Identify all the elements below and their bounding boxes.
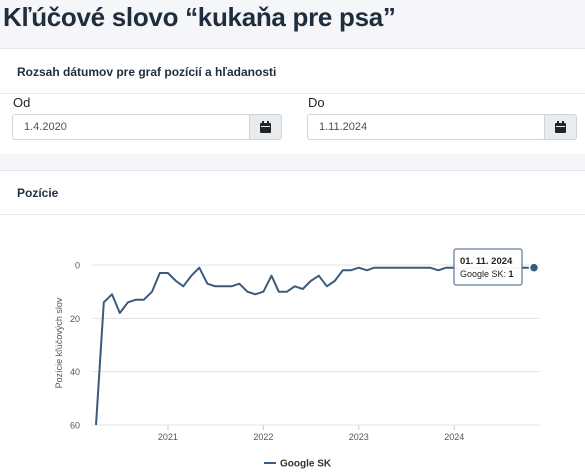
from-date-input[interactable]: 1.4.2020 [12,114,250,140]
date-range-card: Rozsah dátumov pre graf pozícií a hľadan… [0,48,585,154]
page-title: Kľúčové slovo “kukaňa pre psa” [3,2,396,32]
calendar-icon [260,121,271,133]
to-date-input[interactable]: 1.11.2024 [307,114,545,140]
date-range-header: Rozsah dátumov pre graf pozícií a hľadan… [0,49,585,94]
chart-legend[interactable]: Google SK [264,459,332,470]
from-calendar-button[interactable] [249,114,282,140]
from-label: Od [13,95,31,110]
positions-header: Pozície [0,171,585,215]
to-label: Do [308,95,325,110]
to-calendar-button[interactable] [544,114,577,140]
legend-item-google-sk: Google SK [280,459,332,470]
calendar-icon [555,121,566,133]
positions-card: Pozície [0,170,585,475]
